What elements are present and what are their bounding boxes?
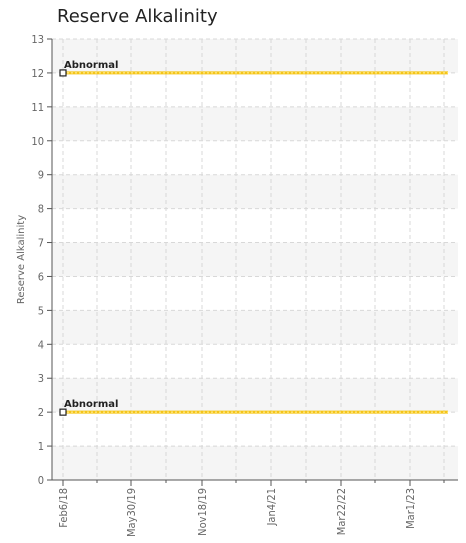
y-tick-label: 8: [38, 203, 44, 216]
data-point: [59, 408, 67, 416]
y-tick-label: 1: [38, 440, 44, 453]
data-point: [59, 69, 67, 77]
y-tick-label: 12: [31, 67, 44, 80]
y-tick-label: 4: [38, 338, 44, 351]
y-tick-label: 6: [38, 270, 44, 283]
x-tick-label: Mar22/22: [335, 488, 348, 535]
plot-band: [52, 378, 458, 413]
x-tick-label: Nov18/19: [196, 488, 209, 536]
plot-band: [52, 174, 458, 209]
plot-band: [52, 242, 458, 277]
y-tick-label: 5: [38, 304, 44, 317]
x-tick-label: Feb6/18: [57, 488, 70, 528]
plot-band: [52, 310, 458, 345]
plot-band: [52, 446, 458, 480]
x-tick-label: Mar1/23: [404, 488, 417, 529]
x-tick-label: May30/19: [125, 488, 138, 537]
y-tick-label: 10: [31, 135, 44, 148]
y-tick-label: 11: [31, 101, 44, 114]
y-tick-label: 9: [38, 169, 44, 182]
x-tick-label: Jan4/21: [265, 488, 278, 526]
y-tick-label: 13: [31, 33, 44, 46]
y-tick-label: 2: [38, 406, 44, 419]
plot-band: [52, 39, 458, 73]
y-tick-label: 0: [38, 474, 44, 487]
chart-title: Reserve Alkalinity: [57, 6, 218, 27]
data-label: Abnormal: [64, 60, 118, 71]
y-axis-label: Reserve Alkalinity: [16, 215, 27, 304]
plot-band: [52, 106, 458, 141]
data-label: Abnormal: [64, 399, 118, 410]
y-tick-label: 3: [38, 372, 44, 385]
y-tick-label: 7: [38, 237, 44, 250]
